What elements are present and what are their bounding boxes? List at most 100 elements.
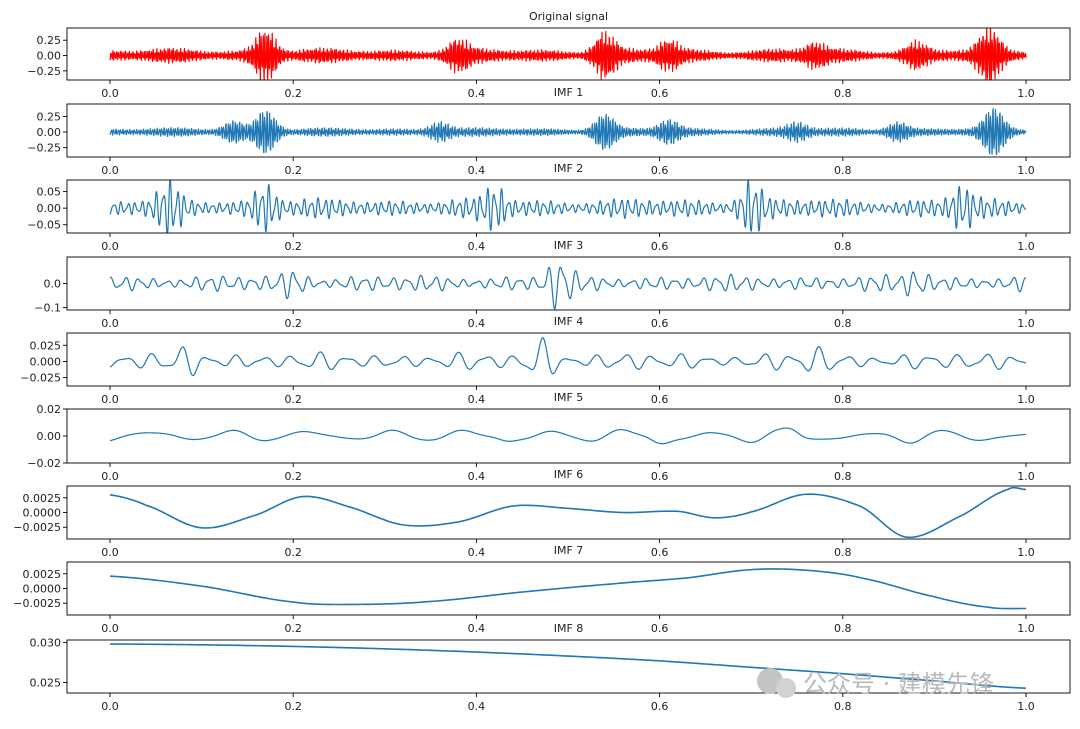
x-tick-label: 0.8 (834, 240, 852, 253)
series-line (109, 266, 1027, 310)
y-tick-label: −0.0025 (13, 597, 61, 610)
axes-frame (66, 256, 1071, 311)
x-tick-label: 0.6 (651, 317, 669, 330)
x-tick-label: 0.6 (651, 470, 669, 483)
y-tick-label: −0.025 (20, 372, 61, 385)
x-tick-label: 0.2 (284, 164, 302, 177)
axes-frame (66, 639, 1071, 694)
x-tick-label: 0.2 (284, 622, 302, 635)
axes-frame (66, 485, 1071, 540)
x-tick-label: 0.4 (468, 546, 486, 559)
x-tick-label: 0.4 (468, 317, 486, 330)
subplot-title: IMF 3 (554, 239, 584, 252)
subplot-title: IMF 2 (554, 162, 584, 175)
y-tick-label: −0.02 (27, 457, 61, 470)
subplot-title: IMF 7 (554, 544, 584, 557)
y-tick-label: −0.05 (27, 219, 61, 232)
subplot-5: IMF 4 0.0 0.2 0.4 0.6 0.8 1.0 0.025 0.000 −0.025 (20, 315, 1071, 406)
y-tick-label: −0.1 (34, 302, 61, 315)
x-tick-label: 0.0 (101, 317, 119, 330)
x-tick-label: 0.0 (101, 164, 119, 177)
x-tick-label: 0.2 (284, 317, 302, 330)
x-tick-label: 1.0 (1017, 622, 1035, 635)
x-tick-label: 0.0 (101, 700, 119, 713)
axes-frame (66, 103, 1071, 158)
x-tick-label: 0.0 (101, 393, 119, 406)
x-tick-label: 0.2 (284, 546, 302, 559)
x-tick-label: 0.6 (651, 240, 669, 253)
y-tick-label: 0.0000 (23, 583, 62, 596)
watermark: 公众号 · 建模先锋 (757, 668, 994, 698)
subplot-title: IMF 4 (554, 315, 584, 328)
x-tick-label: 0.8 (834, 393, 852, 406)
y-tick-label: 0.00 (37, 50, 62, 63)
x-tick-label: 0.2 (284, 240, 302, 253)
x-tick-label: 0.4 (468, 393, 486, 406)
x-tick-label: 0.8 (834, 317, 852, 330)
subplot-3: IMF 2 0.0 0.2 0.4 0.6 0.8 1.0 0.05 0.00 −0.05 (27, 162, 1071, 253)
x-tick-label: 0.6 (651, 87, 669, 100)
y-tick-label: 0.00 (37, 430, 62, 443)
series-line (109, 568, 1027, 610)
x-tick-label: 0.8 (834, 87, 852, 100)
series-line (109, 337, 1027, 377)
y-tick-label: −0.25 (27, 142, 61, 155)
axes-frame (66, 332, 1071, 387)
y-tick-label: 0.25 (37, 34, 62, 47)
x-tick-label: 0.4 (468, 87, 486, 100)
y-tick-label: 0.00 (37, 202, 62, 215)
x-tick-label: 0.2 (284, 700, 302, 713)
subplot-2: IMF 1 0.0 0.2 0.4 0.6 0.8 1.0 0.25 0.00 −0.25 (27, 86, 1071, 177)
series-line (109, 427, 1027, 445)
x-tick-label: 0.6 (651, 700, 669, 713)
watermark-text: 公众号 · 建模先锋 (803, 670, 994, 698)
x-tick-label: 1.0 (1017, 470, 1035, 483)
y-tick-label: 0.025 (30, 339, 62, 352)
y-tick-label: −0.25 (27, 65, 61, 78)
y-tick-label: 0.0 (44, 278, 62, 291)
subplot-7: IMF 6 0.0 0.2 0.4 0.6 0.8 1.0 0.0025 0.0000−0.00… (13, 468, 1071, 559)
x-tick-label: 0.4 (468, 164, 486, 177)
x-tick-label: 1.0 (1017, 164, 1035, 177)
x-tick-label: 1.0 (1017, 240, 1035, 253)
x-tick-label: 1.0 (1017, 317, 1035, 330)
series-line (109, 180, 1027, 233)
x-tick-label: 0.4 (468, 622, 486, 635)
x-tick-label: 0.4 (468, 700, 486, 713)
x-tick-label: 0.2 (284, 470, 302, 483)
y-tick-label: 0.025 (30, 677, 62, 690)
y-tick-label: 0.05 (37, 186, 62, 199)
y-tick-label: 0.030 (30, 636, 62, 649)
x-tick-label: 0.8 (834, 470, 852, 483)
subplot-title: Original signal (529, 10, 608, 23)
x-tick-label: 0.0 (101, 87, 119, 100)
x-tick-label: 1.0 (1017, 87, 1035, 100)
x-tick-label: 0.2 (284, 393, 302, 406)
y-tick-label: 0.000 (30, 355, 62, 368)
x-tick-label: 0.0 (101, 622, 119, 635)
x-tick-label: 0.8 (834, 546, 852, 559)
x-tick-label: 1.0 (1017, 393, 1035, 406)
x-tick-label: 0.2 (284, 87, 302, 100)
x-tick-label: 1.0 (1017, 546, 1035, 559)
x-tick-label: 0.8 (834, 164, 852, 177)
y-tick-label: 0.0025 (23, 492, 62, 505)
x-tick-label: 0.6 (651, 546, 669, 559)
subplot-title: IMF 5 (554, 391, 584, 404)
y-tick-label: 0.0025 (23, 568, 62, 581)
y-tick-label: 0.0000 (23, 507, 62, 520)
series-line (109, 28, 1027, 80)
wechat-icon-bubble (776, 678, 796, 698)
x-tick-label: 0.0 (101, 470, 119, 483)
y-tick-label: −0.0025 (13, 521, 61, 534)
x-tick-label: 0.4 (468, 240, 486, 253)
x-tick-label: 0.0 (101, 546, 119, 559)
subplot-4: IMF 3 0.0 0.2 0.4 0.6 0.8 1.0 0.0 −0.1 (34, 239, 1071, 330)
x-tick-label: 0.8 (834, 622, 852, 635)
axes-frame (66, 27, 1071, 81)
series-line (109, 108, 1027, 156)
axes-frame (66, 179, 1071, 234)
x-tick-label: 0.4 (468, 470, 486, 483)
